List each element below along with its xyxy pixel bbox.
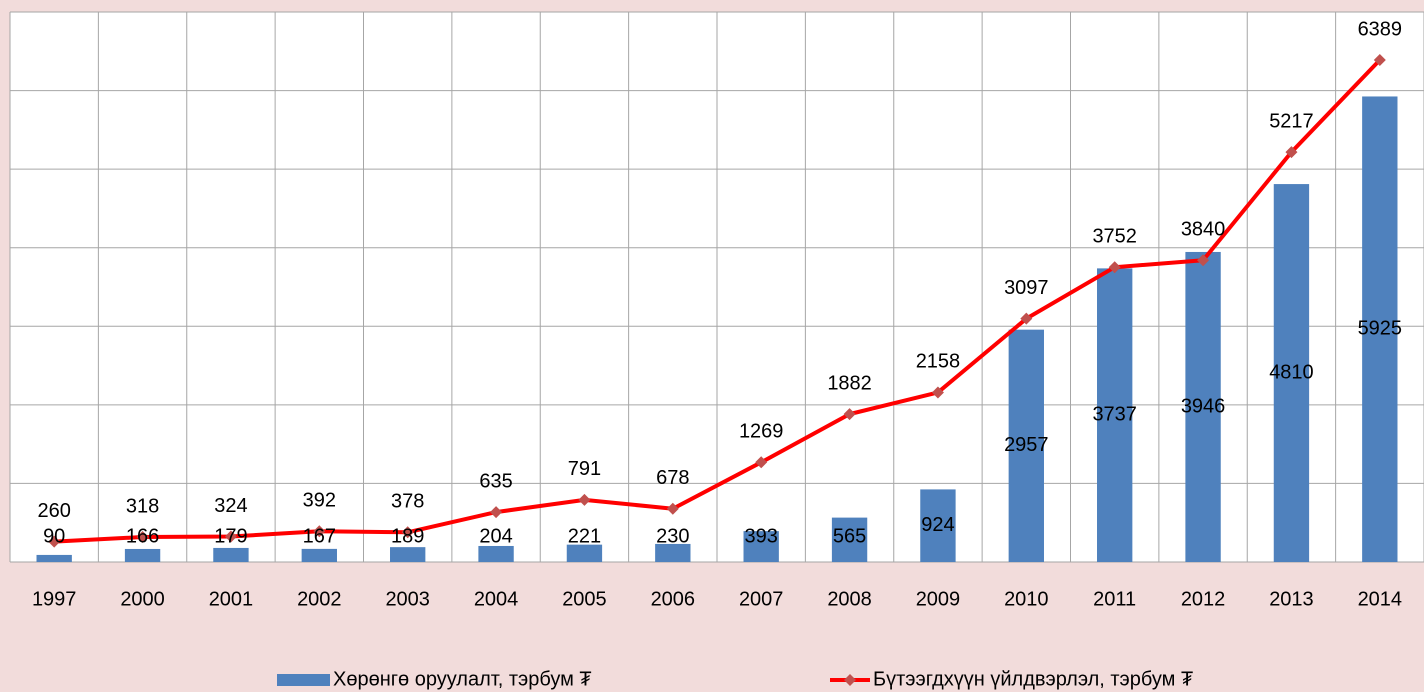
x-tick-label: 2008 — [827, 588, 872, 610]
data-label: 3097 — [1004, 277, 1049, 299]
data-label: 260 — [38, 500, 71, 522]
marker — [490, 506, 503, 519]
data-label: 5217 — [1269, 110, 1314, 132]
bar — [478, 545, 514, 562]
data-label: 166 — [126, 525, 159, 547]
data-label: 167 — [303, 525, 336, 547]
data-label: 393 — [745, 525, 778, 547]
bar — [1097, 268, 1133, 562]
marker — [843, 408, 856, 421]
bar — [566, 544, 603, 562]
x-tick-label: 2012 — [1181, 588, 1226, 610]
data-label: 392 — [303, 489, 336, 511]
x-tick-label: 2005 — [562, 588, 607, 610]
bar — [390, 547, 426, 562]
data-label: 924 — [921, 514, 954, 536]
data-label: 678 — [656, 467, 689, 489]
bar — [213, 547, 249, 562]
marker — [578, 493, 591, 506]
legend-marker — [844, 674, 856, 686]
marker — [224, 530, 237, 543]
marker — [136, 531, 149, 544]
data-label: 204 — [479, 525, 512, 547]
bar — [36, 554, 72, 562]
data-label: 565 — [833, 525, 866, 547]
data-label: 2158 — [916, 351, 961, 373]
data-label: 4810 — [1269, 361, 1314, 383]
bar — [301, 548, 337, 562]
bar — [124, 548, 161, 562]
data-label: 3840 — [1181, 219, 1226, 241]
x-tick-label: 2013 — [1269, 588, 1314, 610]
x-tick-label: 2007 — [739, 588, 784, 610]
marker — [1020, 312, 1033, 325]
data-label: 1269 — [739, 421, 784, 443]
data-label: 3946 — [1181, 395, 1226, 417]
bar — [1185, 251, 1221, 562]
data-label: 3737 — [1092, 403, 1137, 425]
data-label: 221 — [568, 525, 601, 547]
x-tick-label: 2011 — [1093, 588, 1136, 610]
bar — [831, 517, 868, 562]
bar — [1362, 96, 1398, 562]
data-label: 3752 — [1092, 225, 1137, 247]
data-label: 189 — [391, 525, 424, 547]
x-tick-label: 2000 — [120, 588, 165, 610]
legend-label: Хөрөнгө оруулалт, тэрбум ₮ — [333, 668, 592, 690]
data-label: 179 — [214, 525, 247, 547]
marker — [48, 535, 61, 548]
marker — [666, 502, 679, 515]
data-label: 791 — [568, 458, 601, 480]
marker — [1108, 261, 1121, 274]
marker — [401, 526, 414, 539]
x-tick-label: 2004 — [474, 588, 519, 610]
x-tick-label: 2001 — [209, 588, 254, 610]
data-label: 318 — [126, 495, 159, 517]
bar — [743, 531, 779, 562]
data-label: 90 — [43, 525, 65, 547]
data-label: 378 — [391, 491, 424, 513]
x-tick-label: 2002 — [297, 588, 342, 610]
marker — [313, 525, 326, 538]
marker — [755, 456, 768, 469]
bar — [1273, 184, 1310, 563]
legend-label: Бүтээгдхүүн үйлдвэрлэл, тэрбум ₮ — [873, 668, 1193, 690]
data-label: 6389 — [1358, 18, 1403, 40]
data-label: 230 — [656, 525, 689, 547]
x-tick-label: 2014 — [1358, 588, 1403, 610]
legend-swatch — [277, 674, 330, 686]
data-label: 324 — [214, 495, 247, 517]
x-tick-label: 1997 — [32, 588, 77, 610]
data-label: 2957 — [1004, 434, 1049, 456]
marker — [1197, 254, 1210, 267]
x-tick-label: 2003 — [385, 588, 430, 610]
data-label: 635 — [479, 470, 512, 492]
data-label: 1882 — [827, 372, 872, 394]
marker — [931, 386, 944, 399]
data-label: 5925 — [1358, 318, 1403, 340]
line — [54, 58, 1382, 544]
bar — [655, 543, 691, 562]
marker — [1285, 146, 1298, 159]
x-tick-label: 2009 — [916, 588, 961, 610]
x-tick-label: 2006 — [651, 588, 696, 610]
bar — [920, 489, 956, 562]
bar — [1008, 329, 1044, 562]
marker — [1373, 54, 1386, 67]
x-tick-label: 2010 — [1004, 588, 1049, 610]
